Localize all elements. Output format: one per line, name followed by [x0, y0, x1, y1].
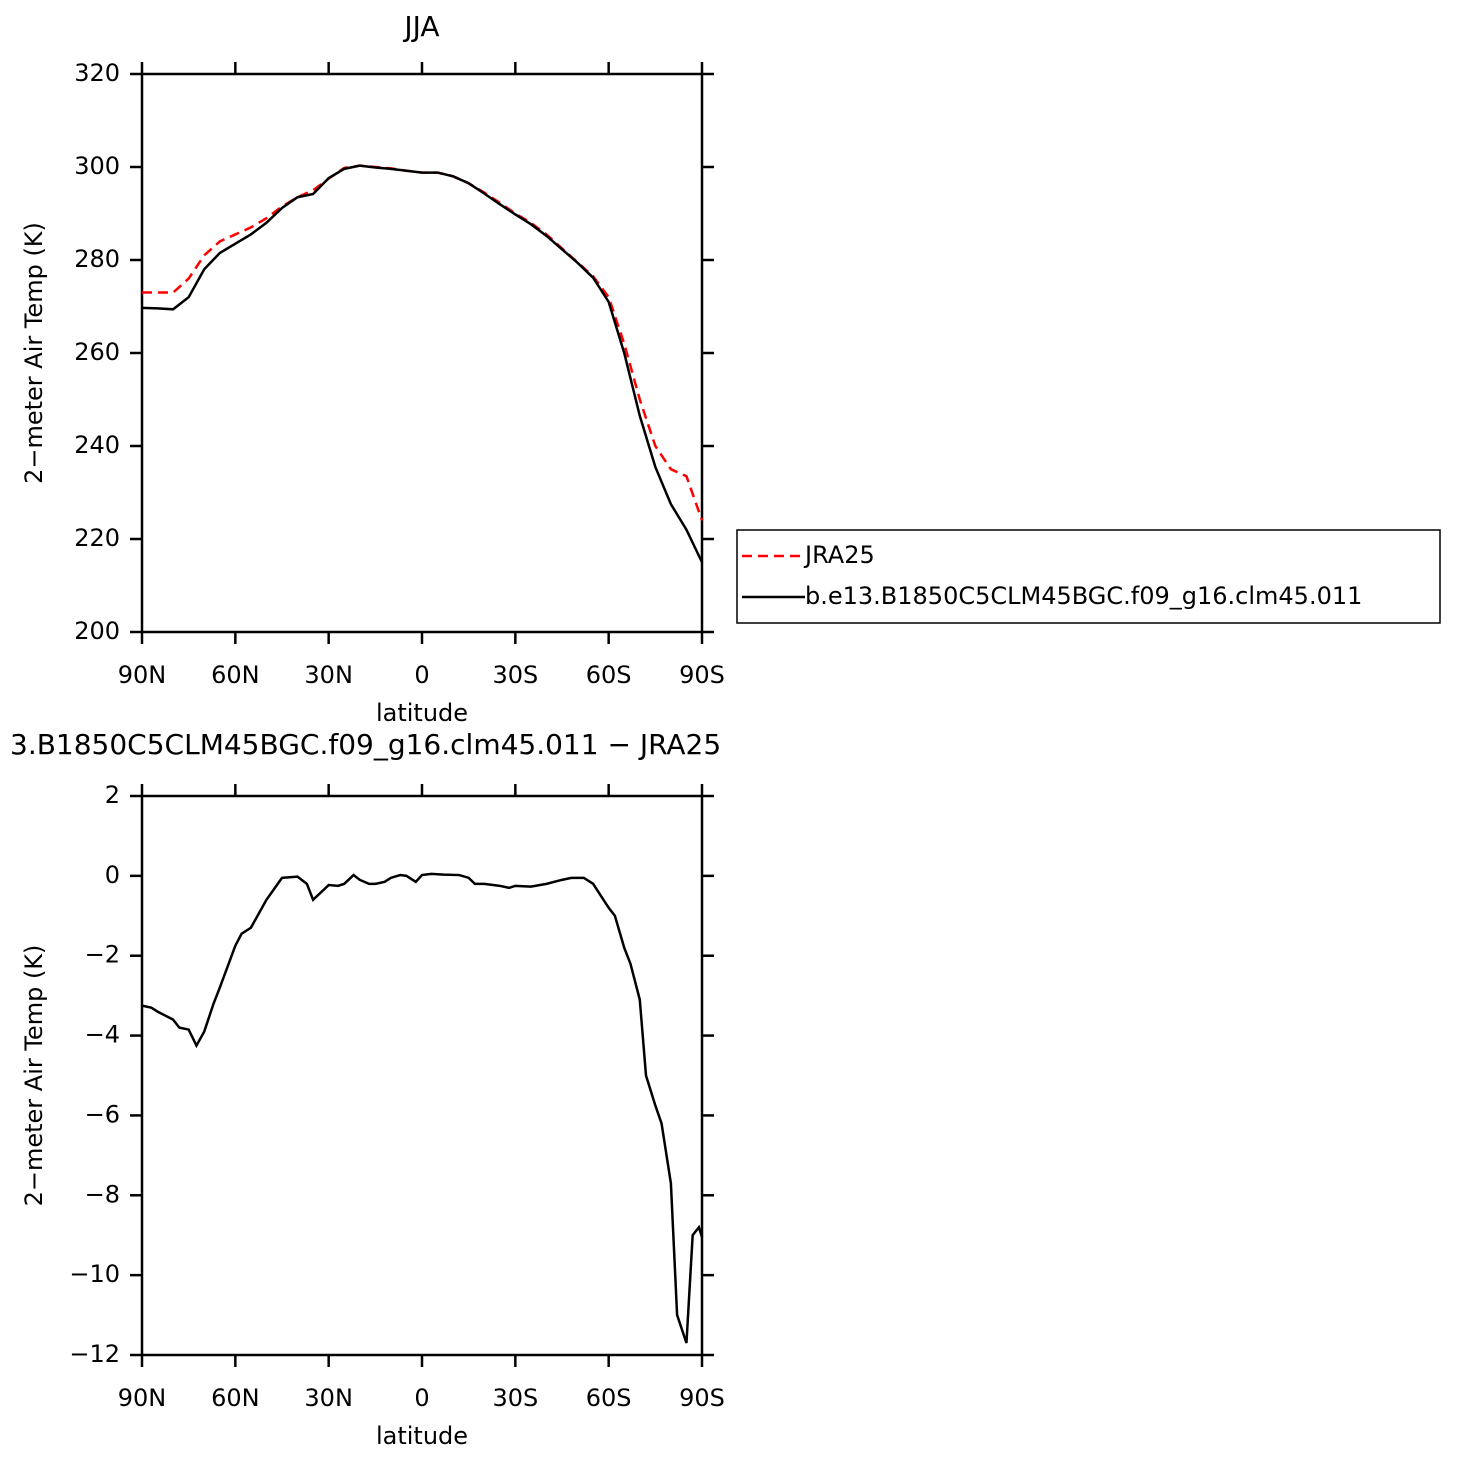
y-tick-label: 320	[74, 59, 120, 87]
x-tick-label: 30N	[304, 661, 353, 689]
y-tick-label: 2	[105, 781, 120, 809]
plot-frame	[140, 794, 704, 1357]
y-tick-label: −12	[69, 1340, 120, 1368]
x-tick-label: 30S	[492, 1384, 538, 1412]
y-tick-label: 280	[74, 245, 120, 273]
legend-label: JRA25	[803, 541, 875, 569]
plot-frame	[140, 72, 704, 634]
x-tick-label: 60N	[211, 1384, 260, 1412]
x-tick-label: 0	[414, 1384, 429, 1412]
legend-label: b.e13.B1850C5CLM45BGC.f09_g16.clm45.011	[805, 582, 1362, 610]
x-tick-label: 0	[414, 661, 429, 689]
y-tick-label: 200	[74, 617, 120, 645]
x-tick-label: 90S	[679, 1384, 725, 1412]
x-axis-label: latitude	[376, 1422, 468, 1450]
y-tick-label: −4	[85, 1021, 120, 1049]
legend-box	[736, 529, 1441, 624]
series-line	[142, 164, 704, 521]
y-axis-label: 2−meter Air Temp (K)	[20, 945, 48, 1207]
x-tick-label: 30N	[304, 1384, 353, 1412]
y-axis-label: 2−meter Air Temp (K)	[20, 222, 48, 484]
y-tick-label: 300	[74, 152, 120, 180]
y-tick-label: −2	[85, 941, 120, 969]
y-tick-label: 220	[74, 524, 120, 552]
x-axis-label: latitude	[376, 699, 468, 727]
x-tick-label: 90N	[118, 661, 167, 689]
x-tick-label: 90S	[679, 661, 725, 689]
x-tick-label: 30S	[492, 661, 538, 689]
y-tick-label: 240	[74, 431, 120, 459]
x-tick-label: 60N	[211, 661, 260, 689]
y-tick-label: 0	[105, 861, 120, 889]
data-line	[141, 872, 704, 1344]
y-tick-label: −6	[85, 1100, 120, 1128]
x-tick-label: 60S	[586, 1384, 632, 1412]
y-tick-label: 260	[74, 338, 120, 366]
series-line	[141, 164, 704, 563]
x-tick-label: 60S	[586, 661, 632, 689]
y-tick-label: −8	[85, 1180, 120, 1208]
chart-title: JJA	[402, 10, 439, 43]
chart-title: 3.B1850C5CLM45BGC.f09_g16.clm45.011 − JR…	[10, 728, 721, 761]
y-tick-label: −10	[69, 1260, 120, 1288]
x-tick-label: 90N	[118, 1384, 167, 1412]
